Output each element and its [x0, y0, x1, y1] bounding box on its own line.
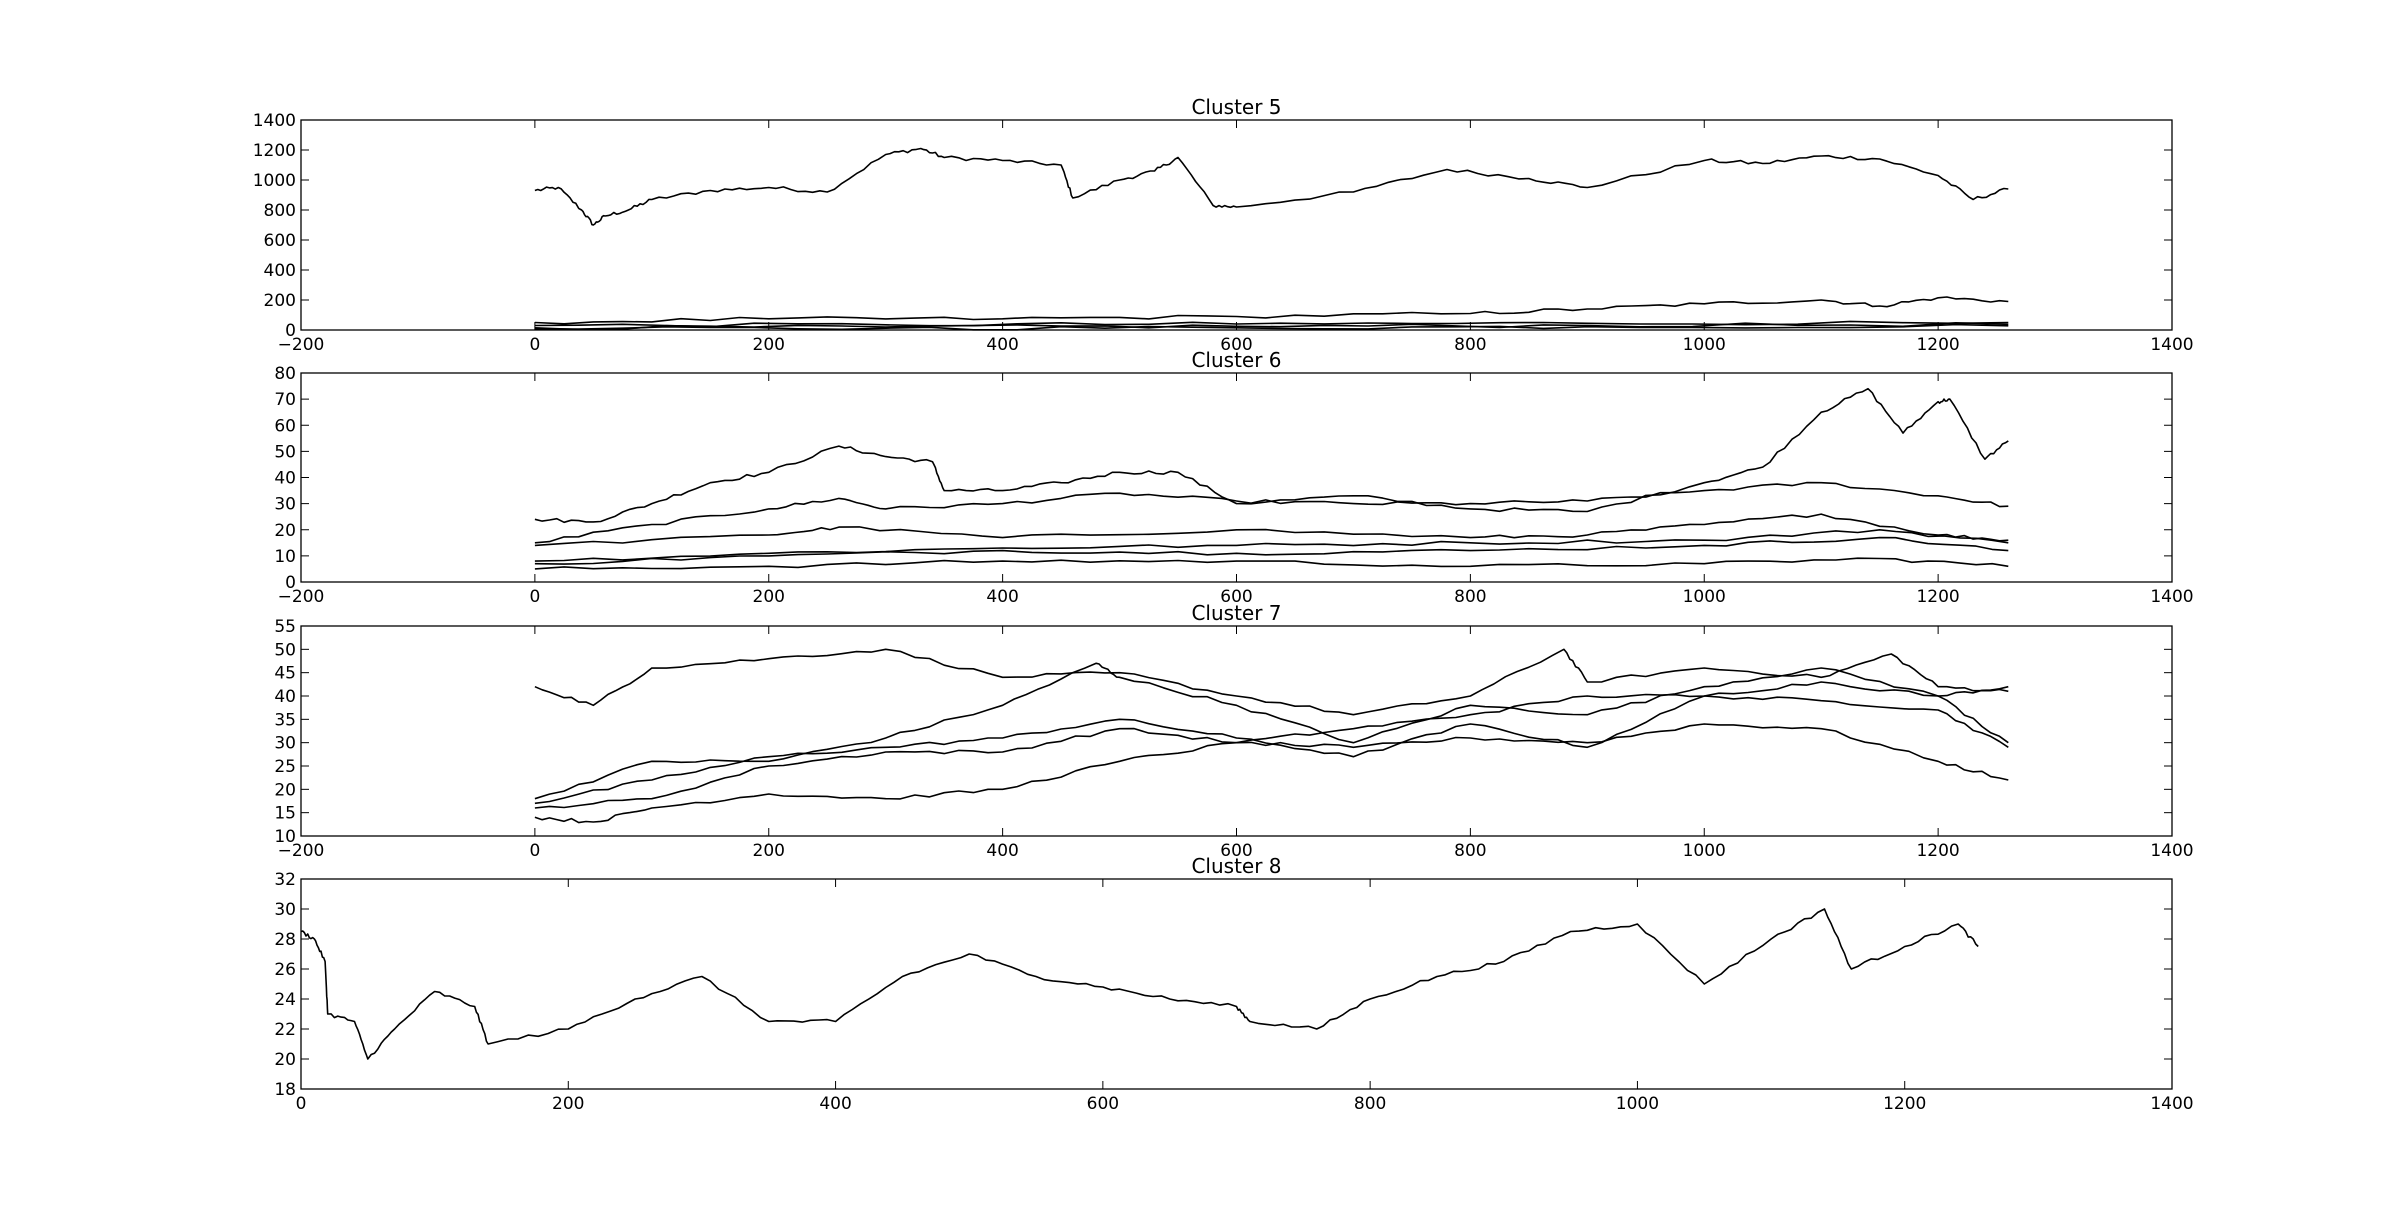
- x-tick-label: 0: [296, 1094, 307, 1114]
- x-tick-label: 800: [1454, 587, 1486, 607]
- y-tick-label: 10: [274, 547, 296, 567]
- y-tick-label: 26: [274, 960, 296, 980]
- y-tick-label: 0: [285, 321, 296, 341]
- x-tick-label: 1200: [1883, 1094, 1926, 1114]
- series-line-3: [534, 695, 2009, 805]
- x-tick-label: 1400: [2150, 1094, 2193, 1114]
- chart-panel-1: Cluster 5−200 0 200 400 600 800 1000 1200 140002…: [253, 95, 2194, 355]
- y-tick-label: 20: [274, 521, 296, 541]
- x-tick-label: 600: [1220, 335, 1252, 355]
- x-tick-label: 1200: [1916, 587, 1959, 607]
- y-tick-label: 30: [274, 734, 296, 754]
- series-line-2: [534, 481, 2009, 544]
- series-line-1: [534, 147, 2009, 226]
- y-tick-label: 24: [274, 990, 296, 1010]
- x-tick-label: 1200: [1916, 841, 1959, 861]
- chart-title: Cluster 5: [1191, 95, 1281, 119]
- x-tick-label: 400: [986, 841, 1018, 861]
- x-tick-label: 1000: [1683, 587, 1726, 607]
- y-tick-label: 35: [274, 710, 296, 730]
- y-tick-label: 25: [274, 757, 296, 777]
- y-tick-label: 40: [274, 469, 296, 489]
- x-tick-label: 0: [529, 587, 540, 607]
- y-tick-label: 1000: [253, 171, 296, 191]
- y-tick-label: 40: [274, 687, 296, 707]
- x-tick-label: 200: [753, 335, 785, 355]
- series-line-1: [534, 387, 2009, 524]
- series-line-2: [534, 662, 2009, 800]
- series-line-2: [534, 296, 2009, 325]
- y-tick-label: 30: [274, 495, 296, 515]
- x-tick-label: 1000: [1616, 1094, 1659, 1114]
- series-line-4: [534, 529, 2009, 562]
- x-tick-label: −200: [278, 587, 325, 607]
- y-tick-label: 20: [274, 1050, 296, 1070]
- chart-panel-2: Cluster 6−200 0 200 400 600 800 1000 1200 140001…: [274, 348, 2193, 607]
- y-tick-label: 22: [274, 1020, 296, 1040]
- y-tick-label: 1400: [253, 111, 296, 131]
- y-tick-label: 10: [274, 827, 296, 847]
- x-tick-label: 1400: [2150, 841, 2193, 861]
- chart-title: Cluster 8: [1191, 854, 1281, 878]
- x-tick-label: 800: [1454, 841, 1486, 861]
- y-tick-label: 60: [274, 416, 296, 436]
- chart-title: Cluster 7: [1191, 601, 1281, 625]
- x-tick-label: 400: [986, 587, 1018, 607]
- x-tick-label: 200: [753, 587, 785, 607]
- y-tick-label: 45: [274, 664, 296, 684]
- y-tick-label: 15: [274, 804, 296, 824]
- y-tick-label: 30: [274, 900, 296, 920]
- series-line-6: [534, 557, 2009, 570]
- y-tick-label: 50: [274, 640, 296, 660]
- x-tick-label: 600: [1087, 1094, 1119, 1114]
- x-tick-label: −200: [278, 841, 325, 861]
- x-tick-label: 1200: [1916, 335, 1959, 355]
- y-tick-label: 400: [264, 261, 296, 281]
- chart-panel-4: Cluster 8 0 200 400 600 800 1000 1200 1400 18 20 22…: [274, 854, 2193, 1114]
- y-tick-label: 800: [264, 201, 296, 221]
- x-tick-label: 0: [529, 335, 540, 355]
- y-tick-label: 28: [274, 930, 296, 950]
- chart-panel-3: Cluster 7 −200 0 200 400 600 800 1000 1200 1400 10…: [274, 601, 2193, 861]
- y-tick-label: 0: [285, 573, 296, 593]
- x-tick-label: 600: [1220, 841, 1252, 861]
- x-tick-label: 400: [986, 335, 1018, 355]
- x-tick-label: 1000: [1683, 841, 1726, 861]
- series-line-4: [534, 681, 2009, 809]
- chart-title: Cluster 6: [1191, 348, 1281, 372]
- x-tick-label: 1400: [2150, 335, 2193, 355]
- plot-frame: [300, 372, 2173, 583]
- y-tick-label: 70: [274, 390, 296, 410]
- y-tick-label: 200: [264, 291, 296, 311]
- x-tick-label: 400: [819, 1094, 851, 1114]
- x-tick-label: 0: [529, 841, 540, 861]
- series-line-5: [534, 723, 2009, 824]
- plot-frame: [300, 119, 2173, 331]
- x-tick-label: 1400: [2150, 587, 2193, 607]
- x-tick-label: 600: [1220, 587, 1252, 607]
- y-tick-label: 80: [274, 364, 296, 384]
- y-tick-label: 600: [264, 231, 296, 251]
- y-tick-label: 20: [274, 780, 296, 800]
- x-tick-label: −200: [278, 335, 325, 355]
- series-line-5: [534, 536, 2009, 565]
- x-tick-label: 200: [753, 841, 785, 861]
- x-tick-label: 800: [1354, 1094, 1386, 1114]
- series-line-1: [534, 648, 2009, 716]
- x-tick-label: 1000: [1683, 335, 1726, 355]
- series-line-1: [300, 908, 1979, 1060]
- plot-frame: [300, 878, 2173, 1090]
- series-line-3: [534, 513, 2009, 547]
- x-tick-label: 800: [1454, 335, 1486, 355]
- y-tick-label: 50: [274, 442, 296, 462]
- y-tick-label: 55: [274, 617, 296, 637]
- x-tick-label: 200: [552, 1094, 584, 1114]
- y-tick-label: 1200: [253, 141, 296, 161]
- y-tick-label: 18: [274, 1080, 296, 1100]
- y-tick-label: 32: [274, 870, 296, 890]
